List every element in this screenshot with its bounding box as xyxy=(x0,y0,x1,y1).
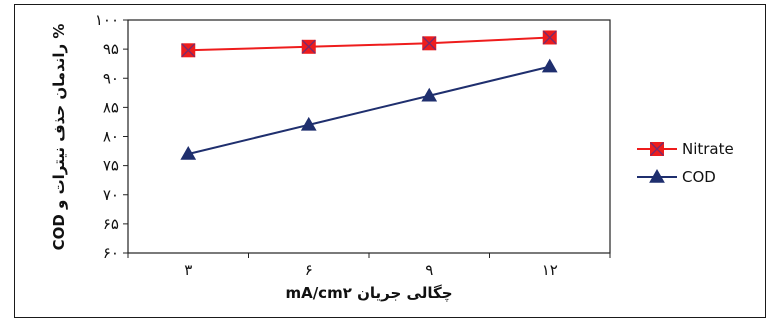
y-tick-label: ۱۰۰ xyxy=(95,11,119,29)
x-axis-title: چگالی جریان mA/cm۲ xyxy=(285,284,452,303)
y-tick-label: ۹۵ xyxy=(103,40,119,58)
cod-point xyxy=(541,58,558,73)
legend-cod-marker xyxy=(649,168,665,183)
nitrate-point-cross xyxy=(301,39,316,54)
x-tick-label: ۱۲ xyxy=(542,261,558,279)
y-tick-label: ۸۵ xyxy=(103,98,119,116)
nitrate-point-cross xyxy=(542,30,557,45)
plot-area xyxy=(127,19,611,254)
legend-nitrate-marker-cross xyxy=(650,142,664,156)
y-tick-label: ۷۵ xyxy=(103,157,119,175)
y-tick-label: ۶۵ xyxy=(103,215,119,233)
x-axis-ticks: ۳ ۶ ۹ ۱۲ xyxy=(127,253,611,279)
y-axis-title: % راندمان حذف نیترات و COD xyxy=(50,24,68,251)
nitrate-point-cross xyxy=(181,43,196,58)
cod-point xyxy=(300,116,317,131)
legend-cod-label: COD xyxy=(682,168,716,186)
y-tick-label: ۶۰ xyxy=(103,244,119,262)
y-axis-ticks: ۶۰ ۶۵ ۷۰ ۷۵ ۸۰ ۸۵ ۹۰ ۹۵ ۱۰۰ xyxy=(95,11,128,262)
series-layer xyxy=(180,30,558,160)
y-tick-label: ۸۰ xyxy=(103,128,119,146)
x-tick-label: ۶ xyxy=(305,261,313,279)
x-tick-label: ۳ xyxy=(184,261,192,279)
legend: Nitrate COD xyxy=(637,140,734,186)
nitrate-series-line xyxy=(188,36,550,52)
y-tick-label: ۹۰ xyxy=(103,69,119,87)
legend-nitrate-label: Nitrate xyxy=(682,140,734,158)
cod-point xyxy=(180,145,197,160)
x-tick-label: ۹ xyxy=(425,261,433,279)
nitrate-point-cross xyxy=(422,36,437,51)
cod-series-line xyxy=(188,65,550,155)
cod-point xyxy=(421,87,438,102)
y-tick-label: ۷۰ xyxy=(103,186,119,204)
